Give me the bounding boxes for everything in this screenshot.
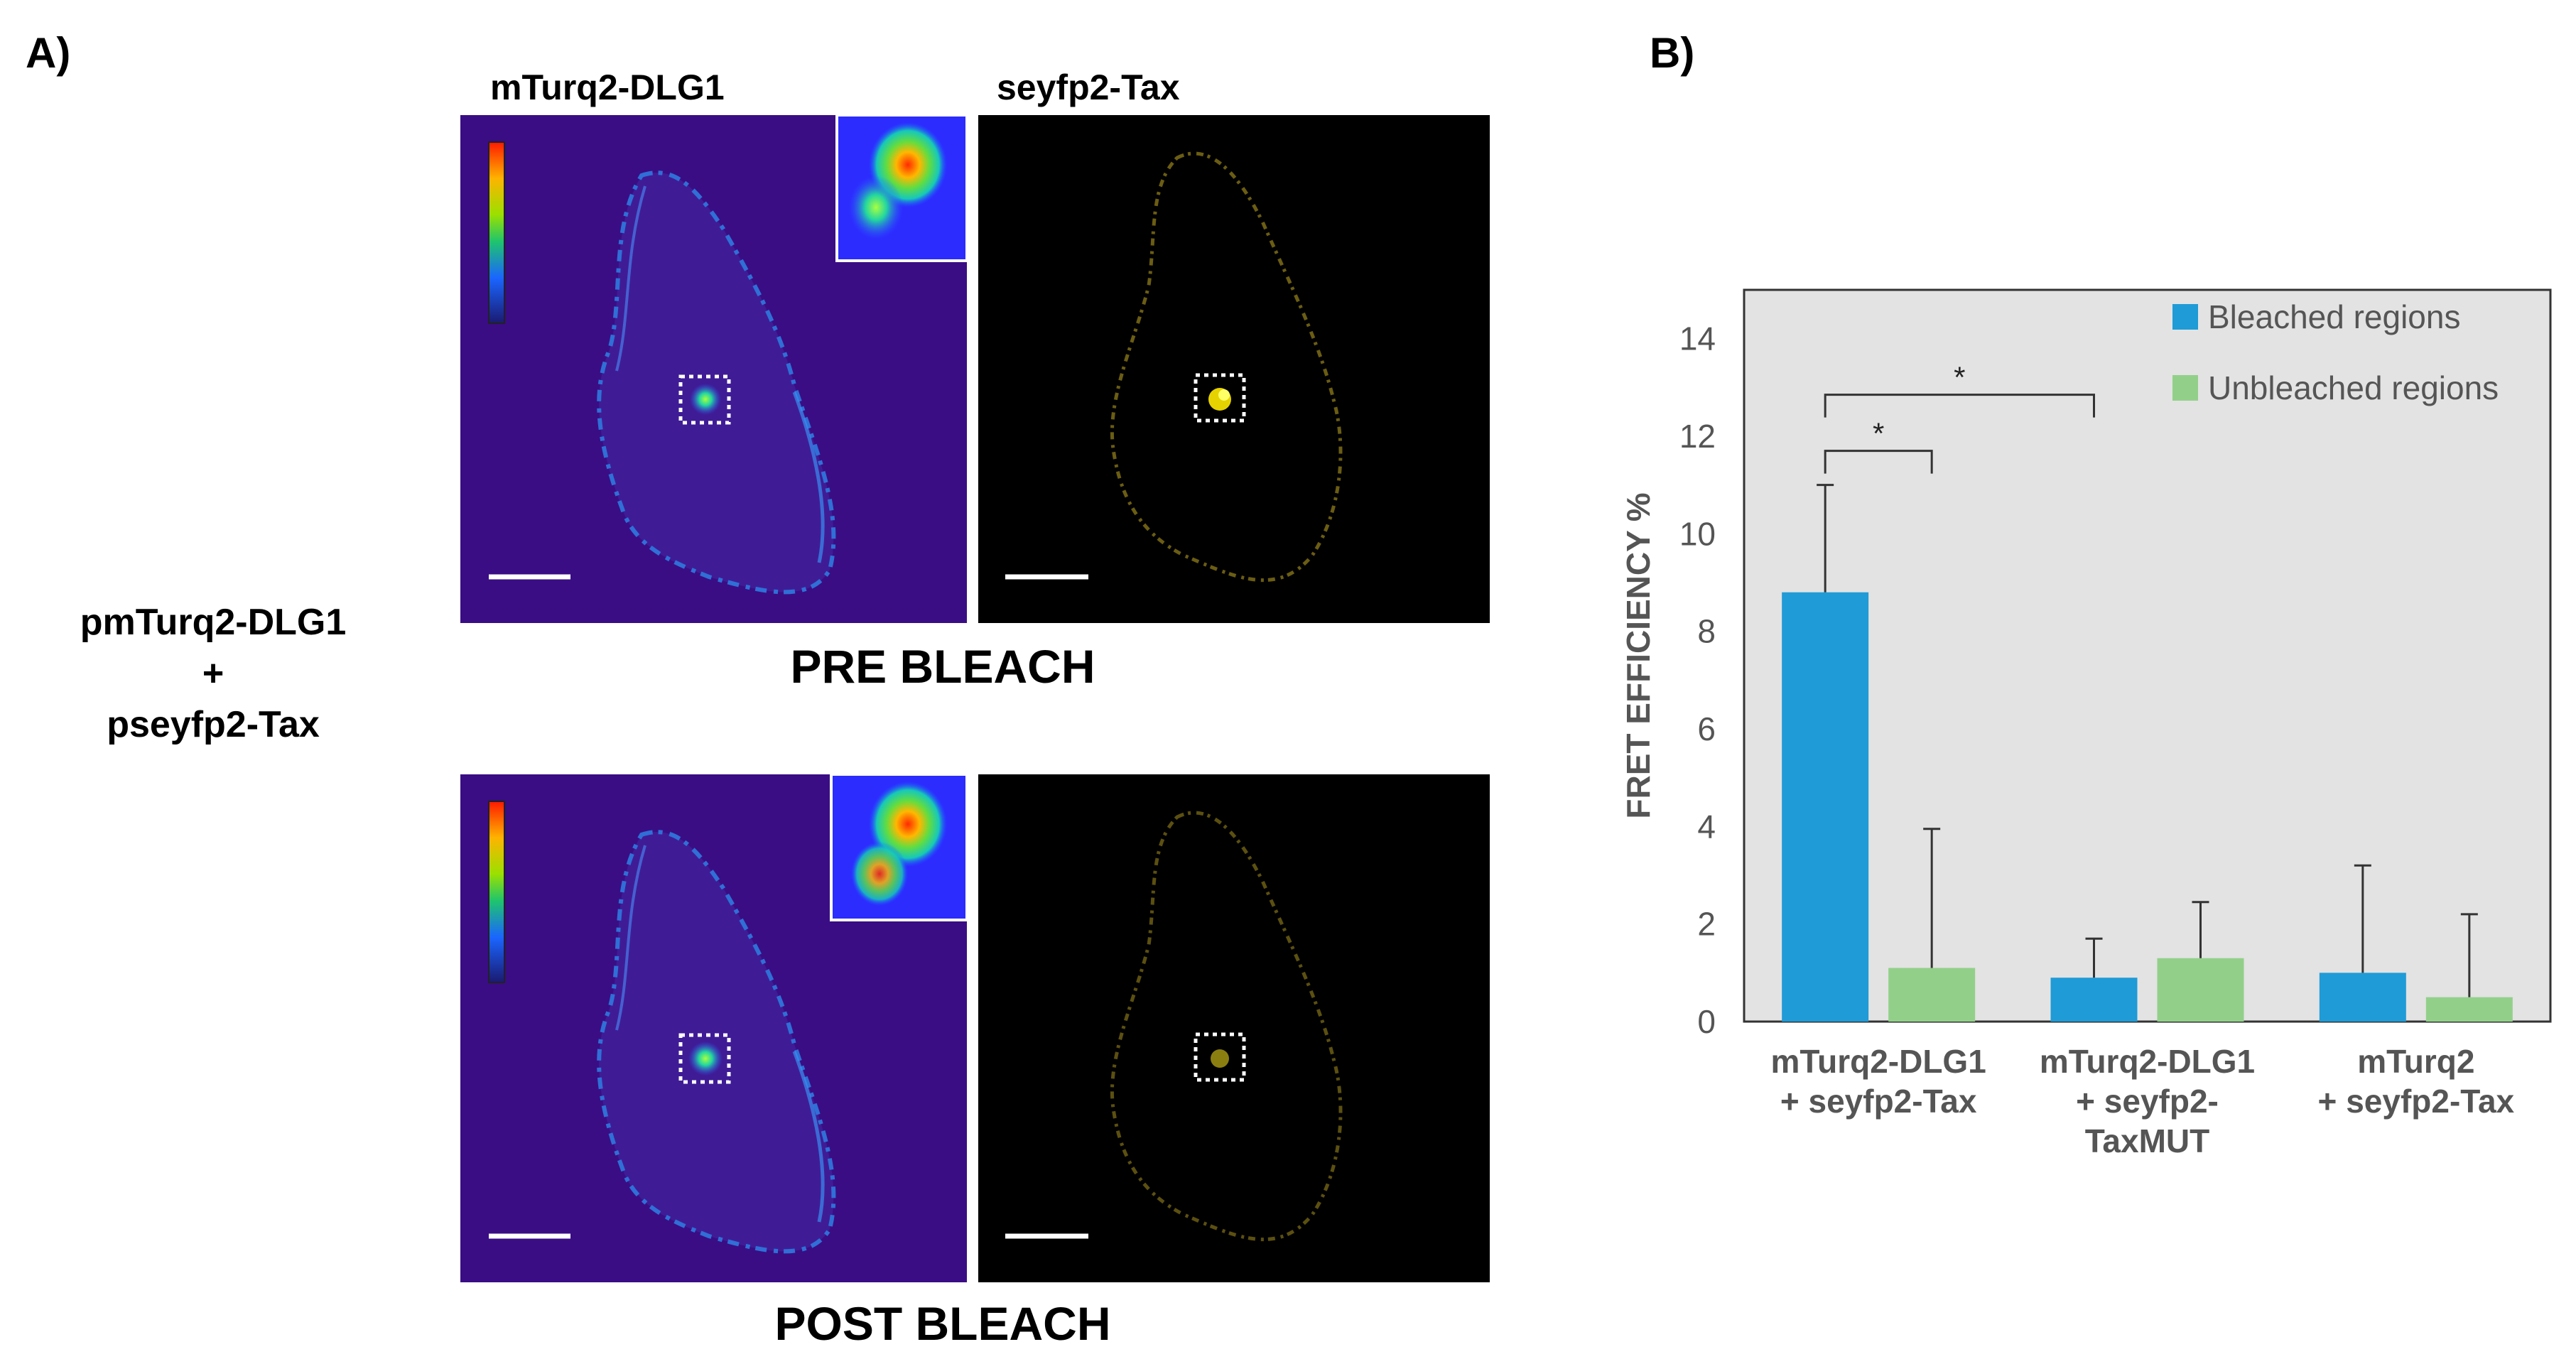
x-tick-label: mTurq2-DLG1 (2040, 1043, 2255, 1080)
significance-brackets: ** (1824, 361, 2095, 474)
bar-unbleached-2 (2425, 997, 2513, 1022)
donor-channel-label: mTurq2-DLG1 (490, 67, 725, 107)
y-tick-label: 6 (1697, 710, 1716, 747)
legend-swatch (2172, 375, 2198, 401)
error-bars (1817, 484, 2478, 997)
bar-unbleached-0 (1888, 968, 1976, 1022)
y-tick-label: 8 (1697, 613, 1716, 650)
x-tick-label: mTurq2 (2357, 1043, 2474, 1080)
panel-a-letter: A) (26, 29, 71, 77)
bar-unbleached-1 (2157, 958, 2244, 1022)
y-axis-ticks: 0 2 4 6 8 10 12 14 (1679, 320, 1716, 1040)
x-tick-label: TaxMUT (2085, 1122, 2210, 1159)
x-tick-label: + seyfp2- (2076, 1083, 2219, 1120)
panel-b-letter: B) (1650, 29, 1695, 77)
bar-bleached-2 (2319, 973, 2406, 1022)
bar-bleached-1 (2050, 978, 2138, 1022)
significance-bracket (1824, 450, 1933, 474)
significance-bracket (1824, 394, 2095, 418)
plot-area (1743, 288, 2552, 1023)
condition-line-3: pseyfp2-Tax (107, 704, 320, 745)
pre-bleach-label: PRE BLEACH (790, 640, 1095, 693)
acceptor-channel-label: seyfp2-Tax (997, 67, 1180, 107)
y-tick-label: 0 (1697, 1003, 1716, 1040)
pre-bleach-acceptor-image (978, 115, 1490, 623)
y-tick-label: 2 (1697, 906, 1716, 943)
legend-label: Unbleached regions (2208, 369, 2499, 406)
bars (1782, 592, 2513, 1022)
x-tick-label: + seyfp2-Tax (2318, 1083, 2515, 1120)
significance-star: * (1954, 361, 1965, 394)
legend-swatch (2172, 304, 2198, 330)
legend: Bleached regions Unbleached regions (2172, 298, 2499, 406)
bar-bleached-0 (1782, 592, 1869, 1022)
post-bleach-donor-image (460, 774, 967, 1282)
significance-star: * (1873, 417, 1884, 450)
y-axis-label: FRET EFFICIENCY % (1620, 492, 1657, 818)
post-bleach-label: POST BLEACH (774, 1297, 1111, 1350)
y-tick-label: 4 (1697, 808, 1716, 845)
legend-label: Bleached regions (2208, 298, 2460, 335)
condition-label: pmTurq2-DLG1 + pseyfp2-Tax (28, 597, 398, 750)
condition-line-2: + (202, 653, 224, 694)
pre-bleach-donor-image (460, 115, 967, 623)
x-tick-label: + seyfp2-Tax (1780, 1083, 1977, 1120)
condition-line-1: pmTurq2-DLG1 (80, 602, 347, 643)
post-bleach-acceptor-image (978, 774, 1490, 1282)
y-tick-label: 10 (1679, 515, 1716, 552)
x-tick-label: mTurq2-DLG1 (1771, 1043, 1986, 1080)
y-tick-label: 12 (1679, 418, 1716, 455)
y-tick-label: 14 (1679, 320, 1716, 357)
